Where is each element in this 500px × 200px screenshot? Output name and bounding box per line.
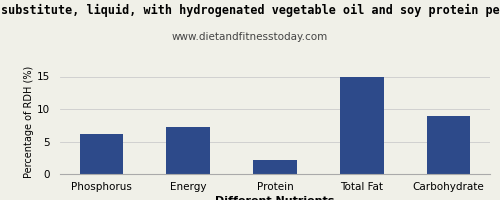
Bar — [166, 127, 210, 174]
Bar — [80, 134, 123, 174]
X-axis label: Different Nutrients: Different Nutrients — [216, 196, 334, 200]
Text: substitute, liquid, with hydrogenated vegetable oil and soy protein pe: substitute, liquid, with hydrogenated ve… — [0, 4, 500, 17]
Bar — [254, 160, 296, 174]
Y-axis label: Percentage of RDH (%): Percentage of RDH (%) — [24, 66, 34, 178]
Bar — [340, 76, 384, 174]
Bar — [427, 116, 470, 174]
Text: www.dietandfitnesstoday.com: www.dietandfitnesstoday.com — [172, 32, 328, 42]
